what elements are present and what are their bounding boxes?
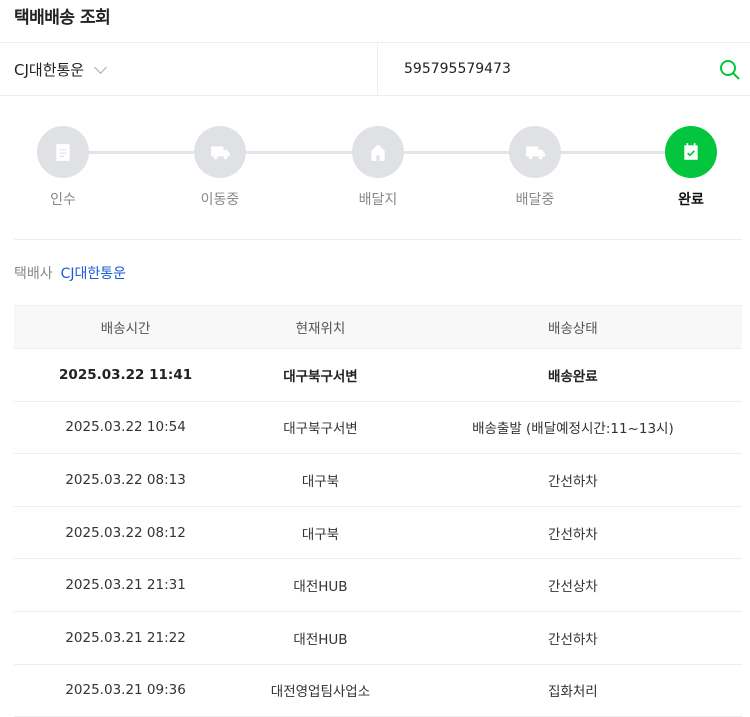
search-icon[interactable]	[718, 58, 742, 82]
time-cell: 2025.03.21 21:22	[14, 611, 238, 665]
calendar-check-icon	[684, 143, 698, 160]
step-circle	[665, 126, 717, 178]
carrier-select[interactable]: CJ대한통운	[14, 59, 107, 80]
location-cell: 대구북	[237, 506, 404, 560]
status-cell: 배송완료	[403, 348, 742, 402]
truck-icon	[211, 146, 230, 160]
chevron-down-icon	[94, 60, 107, 74]
column-header: 배송상태	[403, 305, 742, 349]
column-header: 배송시간	[14, 305, 238, 349]
table-row: 2025.03.22 10:54 대구북구서변 배송출발 (배달예정시간:11~13…	[14, 401, 742, 455]
step-3: 배달지	[328, 126, 428, 209]
location-cell: 대전HUB	[237, 611, 404, 665]
step-2: 이동중	[170, 126, 270, 209]
step-circle	[509, 126, 561, 178]
divider	[377, 43, 378, 95]
status-cell: 간선하차	[403, 453, 742, 507]
status-cell: 배송출발 (배달예정시간:11~13시)	[403, 401, 742, 455]
house-icon	[371, 144, 385, 161]
page-title: 택배배송 조회	[14, 8, 111, 28]
time-cell: 2025.03.21 09:36	[14, 664, 238, 717]
table-row: 2025.03.21 21:31 대전HUB 간선상차	[14, 558, 742, 612]
truck-icon	[526, 146, 545, 160]
carrier-info: 택배사 CJ대한통운	[14, 263, 126, 283]
status-cell: 간선하차	[403, 611, 742, 665]
location-cell: 대전영업팀사업소	[237, 664, 404, 717]
step-label: 완료	[678, 192, 704, 208]
status-cell: 집화처리	[403, 664, 742, 717]
location-cell: 대구북구서변	[237, 348, 404, 402]
tracking-number-input[interactable]	[404, 61, 704, 77]
time-cell: 2025.03.21 21:31	[14, 558, 238, 612]
location-cell: 대구북구서변	[237, 401, 404, 455]
column-header: 현재위치	[237, 305, 404, 349]
location-cell: 대전HUB	[237, 558, 404, 612]
step-label: 이동중	[200, 192, 240, 208]
step-5: 완료	[641, 126, 741, 209]
table-row: 2025.03.21 09:36 대전영업팀사업소 집화처리	[14, 664, 742, 717]
carrier-info-value: CJ대한통운	[60, 266, 127, 282]
divider	[0, 42, 750, 43]
table-row: 2025.03.22 11:41 대구북구서변 배송완료	[14, 348, 742, 402]
time-cell: 2025.03.22 10:54	[14, 401, 238, 455]
status-cell: 간선하차	[403, 506, 742, 560]
status-cell: 간선상차	[403, 558, 742, 612]
step-label: 인수	[50, 192, 76, 208]
table-row: 2025.03.22 08:12 대구북 간선하차	[14, 506, 742, 560]
step-circle	[352, 126, 404, 178]
carrier-select-value: CJ대한통운	[14, 61, 85, 79]
time-cell: 2025.03.22 11:41	[14, 348, 238, 402]
carrier-info-label: 택배사	[14, 266, 53, 282]
step-4: 배달중	[485, 126, 585, 209]
table-row: 2025.03.21 21:22 대전HUB 간선하차	[14, 611, 742, 665]
step-1: 인수	[13, 126, 113, 209]
step-circle	[194, 126, 246, 178]
time-cell: 2025.03.22 08:13	[14, 453, 238, 507]
table-row: 2025.03.22 08:13 대구북 간선하차	[14, 453, 742, 507]
step-label: 배달지	[358, 192, 398, 208]
tracking-table: 배송시간 현재위치 배송상태 2025.03.22 11:41 대구북구서변 배송완…	[14, 305, 742, 717]
document-icon	[56, 144, 70, 161]
divider	[14, 239, 742, 240]
step-circle	[37, 126, 89, 178]
time-cell: 2025.03.22 08:12	[14, 506, 238, 560]
location-cell: 대구북	[237, 453, 404, 507]
divider	[0, 95, 750, 96]
step-label: 배달중	[515, 192, 555, 208]
